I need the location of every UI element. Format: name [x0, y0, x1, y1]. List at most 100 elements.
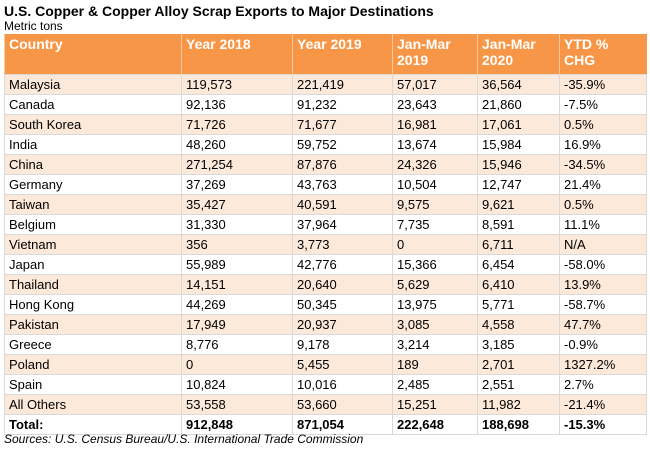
table-row: All Others 53,558 53,660 15,251 11,982 -21.4% [4, 394, 647, 415]
table-row: Taiwan 35,427 40,591 9,575 9,621 0.5% [4, 194, 647, 215]
table-cell: Poland [4, 354, 182, 375]
table-cell: India [4, 134, 182, 155]
table-cell: 17,061 [477, 114, 560, 135]
table-cell: 0.5% [559, 194, 647, 215]
table-cell: 53,558 [181, 394, 293, 415]
table-cell: Japan [4, 254, 182, 275]
table-cell: Taiwan [4, 194, 182, 215]
table-row: Pakistan 17,949 20,937 3,085 4,558 47.7% [4, 314, 647, 335]
table-cell: 2.7% [559, 374, 647, 395]
table-cell: 47.7% [559, 314, 647, 335]
table-row: South Korea 71,726 71,677 16,981 17,061 0.5% [4, 114, 647, 135]
table-row: Poland 0 5,455 189 2,701 1327.2% [4, 354, 647, 375]
table-row: Japan 55,989 42,776 15,366 6,454 -58.0% [4, 254, 647, 275]
column-header-text: Country [9, 36, 63, 52]
column-header: Year 2018 [181, 34, 293, 75]
table-cell: 37,269 [181, 174, 293, 195]
table-cell: 53,660 [292, 394, 393, 415]
table-cell: 6,410 [477, 274, 560, 295]
table-cell: 1327.2% [559, 354, 647, 375]
table-row: Vietnam 356 3,773 0 6,711 N/A [4, 234, 647, 255]
table-row: China 271,254 87,876 24,326 15,946 -34.5% [4, 154, 647, 175]
table-cell: 24,326 [392, 154, 478, 175]
total-cell: -15.3% [559, 414, 647, 435]
table-cell: All Others [4, 394, 182, 415]
table-cell: South Korea [4, 114, 182, 135]
table-cell: Pakistan [4, 314, 182, 335]
table-cell: 2,701 [477, 354, 560, 375]
total-cell: 912,848 [181, 414, 293, 435]
table-cell: Greece [4, 334, 182, 355]
table-cell: 91,232 [292, 94, 393, 115]
table-cell: 11,982 [477, 394, 560, 415]
table-cell: 221,419 [292, 74, 393, 95]
table-body: Malaysia 119,573 221,419 57,017 36,564 -35.9%… [4, 74, 647, 435]
column-header: YTD % CHG [559, 34, 647, 75]
table-row: Greece 8,776 9,178 3,214 3,185 -0.9% [4, 334, 647, 355]
table-cell: 15,984 [477, 134, 560, 155]
table-cell: 15,946 [477, 154, 560, 175]
header-row: Country Year 2018 Year 2019 Jan-Mar 2019 Jan… [4, 34, 647, 75]
table-cell: 13,975 [392, 294, 478, 315]
table-cell: 9,575 [392, 194, 478, 215]
table-cell: 43,763 [292, 174, 393, 195]
total-cell: 188,698 [477, 414, 560, 435]
table-cell: 20,937 [292, 314, 393, 335]
table-cell: 2,485 [392, 374, 478, 395]
column-header: Country [4, 34, 182, 75]
table-cell: 271,254 [181, 154, 293, 175]
table-cell: N/A [559, 234, 647, 255]
total-cell: 871,054 [292, 414, 393, 435]
table-cell: -0.9% [559, 334, 647, 355]
table-cell: 71,677 [292, 114, 393, 135]
table-cell: Thailand [4, 274, 182, 295]
table-cell: Vietnam [4, 234, 182, 255]
table-cell: 189 [392, 354, 478, 375]
table-cell: 5,629 [392, 274, 478, 295]
table-cell: 42,776 [292, 254, 393, 275]
table-cell: 57,017 [392, 74, 478, 95]
column-header-text: Year 2018 [186, 36, 251, 52]
table-row: Canada 92,136 91,232 23,643 21,860 -7.5% [4, 94, 647, 115]
table-cell: 16,981 [392, 114, 478, 135]
table-cell: 37,964 [292, 214, 393, 235]
table-cell: 13,674 [392, 134, 478, 155]
table-cell: 9,178 [292, 334, 393, 355]
table-cell: Malaysia [4, 74, 182, 95]
table-cell: 48,260 [181, 134, 293, 155]
table-cell: 20,640 [292, 274, 393, 295]
table-cell: 16.9% [559, 134, 647, 155]
table-cell: 71,726 [181, 114, 293, 135]
column-header-text: Jan-Mar 2019 [397, 36, 451, 68]
table-cell: 59,752 [292, 134, 393, 155]
table-row: India 48,260 59,752 13,674 15,984 16.9% [4, 134, 647, 155]
table-cell: 31,330 [181, 214, 293, 235]
total-row: Total: 912,848 871,054 222,648 188,698 -15.3% [4, 414, 647, 435]
table-cell: 23,643 [392, 94, 478, 115]
table-row: Malaysia 119,573 221,419 57,017 36,564 -35.9% [4, 74, 647, 95]
total-cell: Total: [4, 414, 182, 435]
column-header-text: Year 2019 [297, 36, 362, 52]
table-cell: 3,085 [392, 314, 478, 335]
table-cell: 12,747 [477, 174, 560, 195]
table-cell: 10,824 [181, 374, 293, 395]
table-cell: 8,591 [477, 214, 560, 235]
table-cell: 10,016 [292, 374, 393, 395]
column-header-text: YTD % CHG [564, 36, 609, 68]
table-cell: 6,711 [477, 234, 560, 255]
table-cell: Germany [4, 174, 182, 195]
table-cell: 36,564 [477, 74, 560, 95]
table-cell: 0.5% [559, 114, 647, 135]
table-row: Germany 37,269 43,763 10,504 12,747 21.4% [4, 174, 647, 195]
column-header: Year 2019 [292, 34, 393, 75]
table-cell: 356 [181, 234, 293, 255]
table-cell: -7.5% [559, 94, 647, 115]
table-cell: 6,454 [477, 254, 560, 275]
table-cell: 10,504 [392, 174, 478, 195]
table-cell: Belgium [4, 214, 182, 235]
table-cell: 8,776 [181, 334, 293, 355]
table-cell: 44,269 [181, 294, 293, 315]
column-header: Jan-Mar 2019 [392, 34, 478, 75]
table-cell: 35,427 [181, 194, 293, 215]
